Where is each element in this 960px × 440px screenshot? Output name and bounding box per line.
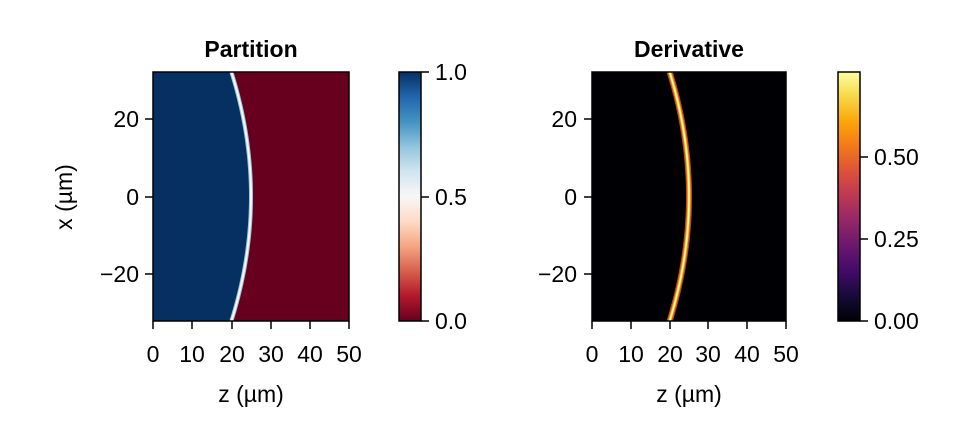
partition-title: Partition — [204, 36, 297, 62]
derivative-x-axis — [591, 321, 787, 329]
derivative-colorbar-gradient — [837, 71, 861, 322]
partition-panel: Partition 20 0 −20 0 10 20 30 — [51, 36, 467, 407]
partition-colorbar-label: 1.0 — [435, 59, 467, 85]
derivative-xlabel: z (µm) — [656, 381, 722, 407]
partition-colorbar-gradient — [398, 71, 422, 322]
derivative-xtick-label: 40 — [734, 341, 760, 367]
partition-colorbar: 1.0 0.5 0.0 — [398, 59, 467, 334]
partition-colorbar-label: 0.5 — [435, 184, 467, 210]
partition-colorbar-label: 0.0 — [435, 308, 467, 334]
partition-xtick-label: 0 — [147, 341, 160, 367]
derivative-xtick-label: 30 — [695, 341, 721, 367]
derivative-ytick-label: 0 — [564, 184, 577, 210]
derivative-colorbar: 0.50 0.25 0.00 — [837, 71, 919, 334]
partition-xtick-label: 50 — [336, 341, 362, 367]
derivative-xtick-label: 10 — [618, 341, 644, 367]
derivative-colorbar-label: 0.50 — [874, 144, 919, 170]
derivative-colorbar-label: 0.00 — [874, 308, 919, 334]
partition-x-axis — [152, 321, 350, 329]
partition-ytick-label: 20 — [113, 106, 139, 132]
partition-xtick-label: 30 — [258, 341, 284, 367]
derivative-colorbar-label: 0.25 — [874, 226, 919, 252]
partition-xtick-label: 20 — [219, 341, 245, 367]
derivative-xtick-label: 0 — [586, 341, 599, 367]
derivative-y-axis — [584, 118, 592, 275]
partition-xtick-label: 40 — [297, 341, 323, 367]
partition-ytick-label: −20 — [100, 261, 139, 287]
partition-y-axis — [145, 118, 153, 275]
partition-xtick-label: 10 — [179, 341, 205, 367]
derivative-xtick-label: 50 — [773, 341, 799, 367]
partition-ylabel: x (µm) — [51, 164, 77, 230]
derivative-line — [668, 72, 690, 321]
partition-ytick-label: 0 — [126, 184, 139, 210]
derivative-ytick-label: −20 — [538, 261, 577, 287]
derivative-xtick-label: 20 — [657, 341, 683, 367]
derivative-ytick-label: 20 — [551, 106, 577, 132]
partition-left-region — [153, 72, 251, 321]
derivative-panel: Derivative 20 0 −20 0 10 20 30 — [538, 36, 919, 407]
partition-xlabel: z (µm) — [218, 381, 284, 407]
derivative-title: Derivative — [634, 36, 744, 62]
partition-boundary — [230, 72, 253, 321]
